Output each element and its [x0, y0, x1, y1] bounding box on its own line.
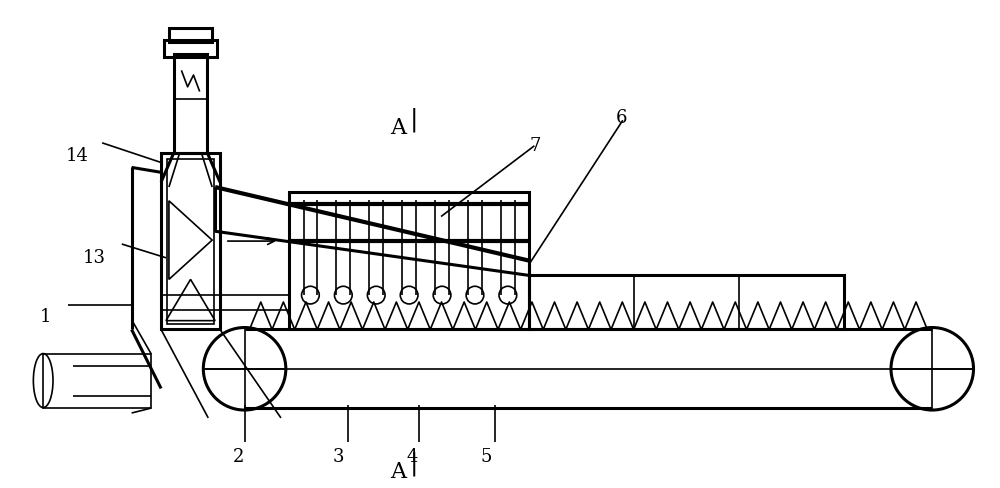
Text: 2: 2 [233, 447, 244, 466]
Bar [164, 41, 217, 58]
Bar [169, 29, 212, 42]
Text: |: | [410, 450, 418, 475]
Text: 7: 7 [529, 137, 541, 155]
Text: 1: 1 [40, 307, 52, 325]
Text: |: | [410, 107, 418, 132]
Bar [174, 55, 207, 153]
Text: 6: 6 [616, 109, 627, 127]
Text: A: A [390, 117, 406, 139]
Bar [529, 276, 844, 330]
Bar [167, 159, 214, 324]
Bar [43, 354, 151, 408]
Text: A: A [390, 460, 406, 482]
Text: 3: 3 [333, 447, 344, 466]
Text: 5: 5 [480, 447, 492, 466]
Text: 13: 13 [82, 248, 105, 266]
Text: 4: 4 [407, 447, 418, 466]
Bar [289, 193, 529, 330]
Text: 14: 14 [66, 146, 89, 164]
Bar [161, 153, 220, 330]
